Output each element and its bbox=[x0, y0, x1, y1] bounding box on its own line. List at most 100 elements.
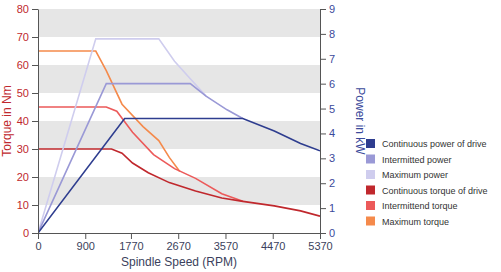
tick-mark bbox=[320, 233, 326, 234]
tick-label: 2 bbox=[329, 177, 335, 189]
tick-mark bbox=[85, 233, 86, 239]
legend-label: Intermittend torque bbox=[382, 201, 458, 211]
legend-label: Continuous torque of drive bbox=[382, 186, 488, 196]
tick: 5 bbox=[320, 103, 335, 115]
tick-label: 1 bbox=[329, 202, 335, 214]
tick-mark bbox=[32, 9, 38, 10]
tick-label: 40 bbox=[17, 115, 29, 127]
chart: 0900177026703570447053700102030405060708… bbox=[0, 0, 501, 272]
tick-mark bbox=[273, 233, 274, 239]
tick-label: 0 bbox=[329, 227, 335, 239]
series-line bbox=[38, 119, 320, 233]
tick: 900 bbox=[77, 233, 95, 252]
tick-mark bbox=[320, 34, 326, 35]
tick: 6 bbox=[320, 78, 335, 90]
y-axis: 0 10 20 30 40 50 60 70 80 bbox=[17, 3, 39, 239]
grid-band bbox=[38, 177, 320, 205]
tick-mark bbox=[32, 205, 38, 206]
tick-mark bbox=[320, 133, 326, 134]
tick-mark bbox=[178, 233, 179, 239]
axis-line bbox=[320, 10, 321, 234]
tick: 2 bbox=[320, 177, 335, 189]
legend-swatch bbox=[366, 201, 375, 210]
x-axis: 090017702670357044705370 bbox=[35, 233, 332, 252]
tick-label: 60 bbox=[17, 59, 29, 71]
tick: 30 bbox=[17, 143, 38, 155]
tick-mark bbox=[131, 233, 132, 239]
series-line bbox=[38, 107, 243, 201]
tick-label: 0 bbox=[35, 240, 41, 252]
tick-label: 2670 bbox=[166, 240, 190, 252]
legend-swatch bbox=[366, 139, 375, 148]
tick: 70 bbox=[17, 31, 38, 43]
series-line bbox=[38, 84, 243, 233]
tick-mark bbox=[320, 59, 326, 60]
legend-swatch bbox=[366, 155, 375, 164]
tick-label: 8 bbox=[329, 28, 335, 40]
tick: 0 bbox=[320, 227, 335, 239]
y2-axis-title: Power in kW bbox=[353, 87, 367, 155]
legend-swatch bbox=[366, 186, 375, 195]
tick-mark bbox=[320, 158, 326, 159]
tick: 40 bbox=[17, 115, 38, 127]
tick: 2670 bbox=[166, 233, 190, 252]
tick-mark bbox=[320, 9, 326, 10]
legend-swatch bbox=[366, 170, 375, 179]
tick-label: 4 bbox=[329, 127, 335, 139]
tick-mark bbox=[32, 65, 38, 66]
tick-label: 3570 bbox=[214, 240, 238, 252]
legend: Continuous power of drive Intermitted pow… bbox=[366, 139, 488, 227]
tick-label: 20 bbox=[17, 171, 29, 183]
x-axis-title: Spindle Speed (RPM) bbox=[121, 255, 237, 269]
legend-label: Intermitted power bbox=[382, 155, 452, 165]
tick: 1 bbox=[320, 202, 335, 214]
tick-label: 1770 bbox=[119, 240, 143, 252]
legend-swatch bbox=[366, 217, 375, 226]
tick-label: 7 bbox=[329, 53, 335, 65]
y-axis-title: Torque in Nm bbox=[0, 85, 14, 156]
tick-label: 80 bbox=[17, 3, 29, 15]
tick-mark bbox=[320, 183, 326, 184]
tick-label: 0 bbox=[23, 227, 29, 239]
tick-label: 9 bbox=[329, 3, 335, 15]
tick-mark bbox=[32, 177, 38, 178]
y2-axis: 0123456789 bbox=[320, 3, 335, 239]
tick-mark bbox=[32, 121, 38, 122]
tick-mark bbox=[32, 37, 38, 38]
tick-label: 4470 bbox=[261, 240, 285, 252]
tick-mark bbox=[320, 109, 326, 110]
tick: 1770 bbox=[119, 233, 143, 252]
tick: 9 bbox=[320, 3, 335, 15]
legend-label: Maximum power bbox=[382, 170, 448, 180]
grid-band bbox=[38, 121, 320, 149]
tick: 0 bbox=[23, 227, 38, 239]
tick-mark bbox=[32, 233, 38, 234]
tick-label: 6 bbox=[329, 78, 335, 90]
tick-mark bbox=[32, 149, 38, 150]
tick: 4470 bbox=[261, 233, 285, 252]
tick-mark bbox=[225, 233, 226, 239]
grid bbox=[38, 9, 320, 205]
tick: 0 bbox=[35, 233, 41, 252]
tick-label: 30 bbox=[17, 143, 29, 155]
grid-band bbox=[38, 9, 320, 37]
tick-mark bbox=[320, 208, 326, 209]
legend-label: Continuous power of drive bbox=[382, 139, 487, 149]
tick-label: 900 bbox=[77, 240, 95, 252]
tick: 8 bbox=[320, 28, 335, 40]
series-line bbox=[38, 149, 320, 216]
tick: 7 bbox=[320, 53, 335, 65]
tick: 80 bbox=[17, 3, 38, 15]
series-line bbox=[38, 51, 180, 171]
tick-mark bbox=[38, 233, 39, 239]
tick: 50 bbox=[17, 87, 38, 99]
tick-mark bbox=[320, 84, 326, 85]
tick: 20 bbox=[17, 171, 38, 183]
legend-label: Maximum torque bbox=[382, 217, 449, 227]
series-line bbox=[38, 39, 206, 233]
tick: 3570 bbox=[214, 233, 238, 252]
axis-line bbox=[38, 10, 39, 234]
tick-label: 10 bbox=[17, 199, 29, 211]
tick-label: 70 bbox=[17, 31, 29, 43]
tick-label: 50 bbox=[17, 87, 29, 99]
